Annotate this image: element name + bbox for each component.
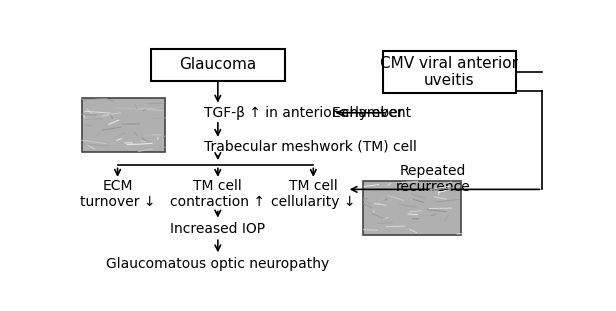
Text: ECM
turnover ↓: ECM turnover ↓ [80,179,155,209]
Text: Early event: Early event [333,106,411,120]
FancyBboxPatch shape [383,51,516,93]
Text: TGF-β ↑ in anterior chamber: TGF-β ↑ in anterior chamber [203,106,403,120]
Text: Repeated
recurrence: Repeated recurrence [395,164,470,194]
Text: TM cell
contraction ↑: TM cell contraction ↑ [171,179,265,209]
Bar [363,181,461,235]
FancyBboxPatch shape [151,49,285,81]
Text: Glaucoma: Glaucoma [179,57,256,72]
Text: Trabecular meshwork (TM) cell: Trabecular meshwork (TM) cell [203,139,416,153]
Text: CMV viral anterior
uveitis: CMV viral anterior uveitis [380,56,519,88]
Text: Glaucomatous optic neuropathy: Glaucomatous optic neuropathy [106,257,330,271]
Text: Increased IOP: Increased IOP [170,222,265,236]
Bar [82,98,165,152]
Text: TM cell
cellularity ↓: TM cell cellularity ↓ [271,179,355,209]
